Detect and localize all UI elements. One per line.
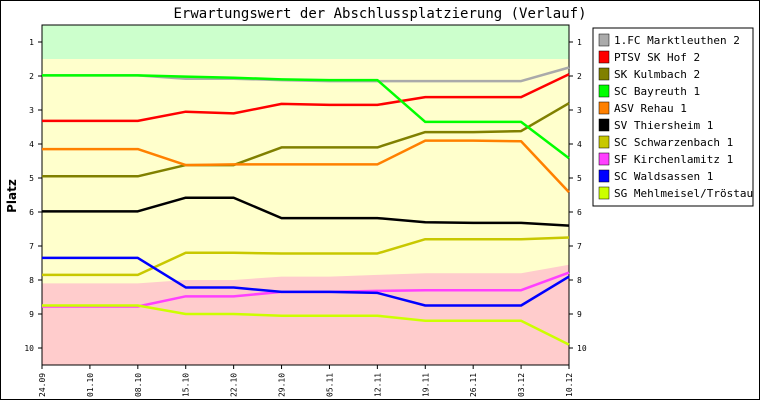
legend-swatch	[598, 118, 610, 132]
zone-promotion	[42, 25, 569, 59]
y-tick-label-left: 9	[29, 310, 34, 319]
series-line	[42, 74, 570, 160]
y-axis-label: Platz	[5, 179, 19, 213]
y-tick-label-left: 1	[29, 38, 34, 47]
legend-swatch	[598, 67, 610, 81]
x-tick-label: 10.12	[565, 373, 574, 397]
chart-title: Erwartungswert der Abschlussplatzierung …	[173, 6, 586, 22]
x-tick-label: 12.11	[373, 373, 382, 397]
y-tick-label-left: 2	[29, 72, 34, 81]
legend-swatch	[598, 101, 610, 115]
series-line	[42, 196, 570, 227]
legend-label: SF Kirchenlamitz 1	[614, 153, 733, 166]
y-tick-label-right: 2	[577, 72, 582, 81]
x-tick-label: 22.10	[230, 373, 239, 397]
y-tick-label-left: 3	[29, 106, 34, 115]
y-tick-label-right: 6	[577, 208, 582, 217]
legend-label: PTSV SK Hof 2	[614, 51, 700, 64]
y-tick-label-right: 10	[577, 344, 587, 353]
y-tick-label-right: 3	[577, 106, 582, 115]
y-tick-label-right: 9	[577, 310, 582, 319]
series-line	[42, 102, 570, 178]
y-tick-label-right: 8	[577, 276, 582, 285]
legend-label: SC Waldsassen 1	[614, 170, 713, 183]
legend-swatch	[598, 135, 610, 149]
legend-label: SV Thiersheim 1	[614, 119, 713, 132]
plot-area: 1 1 2 2 3 3 4 4 5 5 6 6 7 7 8 8 9 9 10 10 24.09 01.10 08.10 15.…	[24, 24, 587, 397]
x-tick-label: 26.11	[469, 373, 478, 397]
x-tick-label: 19.11	[421, 373, 430, 397]
legend-label: ASV Rehau 1	[614, 102, 687, 115]
legend-label: SK Kulmbach 2	[614, 68, 700, 81]
y-tick-label-left: 4	[29, 140, 34, 149]
series-line	[42, 139, 570, 194]
series-line	[42, 256, 570, 307]
legend: 1.FC Marktleuthen 2 PTSV SK Hof 2 SK Kulmb…	[592, 27, 760, 207]
legend-label: SC Schwarzenbach 1	[614, 136, 733, 149]
y-tick-label-left: 8	[29, 276, 34, 285]
x-tick-label: 08.10	[134, 373, 143, 397]
y-tick-label-left: 7	[29, 242, 34, 251]
legend-swatch	[598, 33, 610, 47]
x-tick-label: 05.11	[325, 373, 334, 397]
legend-swatch	[598, 152, 610, 166]
series-line	[42, 304, 570, 346]
plot-frame	[41, 24, 570, 366]
y-tick-label-left: 10	[24, 344, 34, 353]
legend-swatch	[598, 84, 610, 98]
y-tick-label-right: 5	[577, 174, 582, 183]
legend-label: 1.FC Marktleuthen 2	[614, 34, 740, 47]
y-tick-label-left: 6	[29, 208, 34, 217]
x-tick-label: 01.10	[86, 373, 95, 397]
legend-label: SC Bayreuth 1	[614, 85, 700, 98]
y-tick-label-right: 1	[577, 38, 582, 47]
legend-label: SG Mehlmeisel/Tröstau 1	[614, 187, 760, 200]
x-tick-label: 03.12	[517, 373, 526, 397]
x-tick-label: 29.10	[278, 373, 287, 397]
legend-swatch	[598, 186, 610, 200]
series-line	[42, 236, 570, 277]
y-tick-label-right: 4	[577, 140, 582, 149]
x-tick-label: 24.09	[38, 373, 47, 397]
y-tick-label-right: 7	[577, 242, 582, 251]
y-tick-label-left: 5	[29, 174, 34, 183]
legend-swatch	[598, 169, 610, 183]
x-tick-label: 15.10	[182, 373, 191, 397]
legend-box	[592, 27, 754, 207]
legend-swatch	[598, 50, 610, 64]
series-line	[42, 73, 570, 123]
